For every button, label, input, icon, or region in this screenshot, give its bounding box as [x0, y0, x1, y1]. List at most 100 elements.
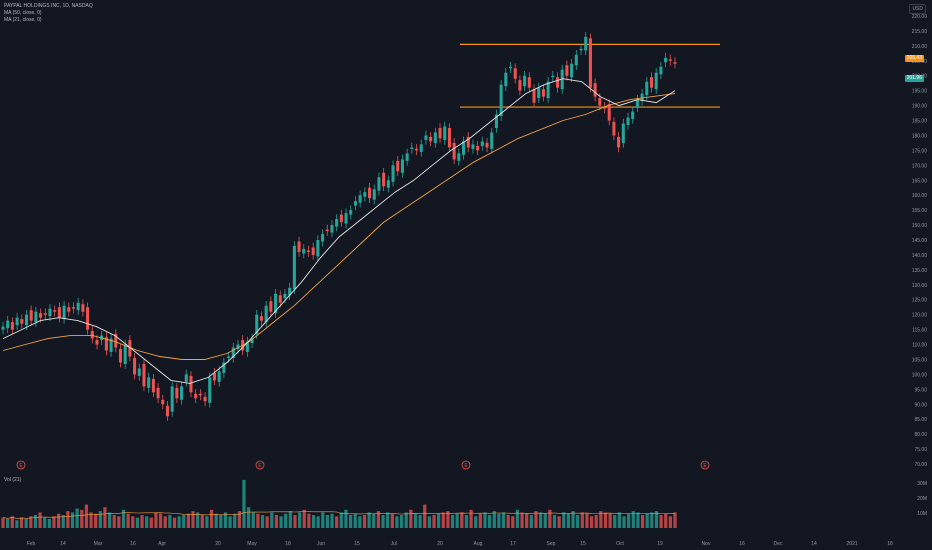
volume-bar: [52, 516, 56, 528]
earnings-label: E: [464, 463, 468, 469]
volume-bar: [469, 509, 473, 528]
ma21-label[interactable]: MA (21, close, 0): [4, 17, 42, 23]
volume-bar: [571, 511, 575, 528]
price-tick-label: 120.00: [912, 313, 928, 319]
time-tick-label: 16: [130, 541, 136, 547]
time-tick-label: 17: [510, 541, 516, 547]
time-tick-label: Sep: [547, 541, 556, 547]
candle-body: [142, 363, 146, 387]
volume-bar: [33, 515, 38, 528]
volume-bar: [599, 511, 603, 528]
volume-bar: [362, 515, 367, 528]
volume-bar: [247, 507, 251, 528]
candle-body: [602, 107, 607, 109]
candle-body: [297, 241, 301, 252]
volume-bar: [214, 513, 218, 528]
volume-bar: [460, 512, 464, 528]
price-tick-label: 80.00: [914, 432, 927, 438]
volume-bar: [427, 516, 431, 528]
volume-bar: [594, 515, 598, 528]
candle-body: [584, 36, 588, 51]
volume-bar: [145, 516, 149, 528]
price-tick-label: 210.00: [912, 44, 928, 50]
volume-bar: [640, 515, 645, 528]
volume-label[interactable]: Vol (21): [4, 477, 22, 483]
volume-bar: [506, 515, 510, 528]
candle-body: [156, 387, 160, 399]
volume-bar: [163, 516, 167, 528]
candle-body: [53, 310, 57, 312]
volume-bar: [297, 512, 302, 528]
volume-bar: [121, 509, 126, 528]
candle-body: [664, 57, 668, 63]
time-tick-label: 16: [739, 541, 745, 547]
volume-bar: [103, 507, 107, 528]
candle-body: [415, 148, 419, 151]
candle-body: [405, 153, 409, 161]
price-tick-label: 110.00: [912, 343, 927, 349]
volume-bar: [515, 509, 520, 528]
candle-body: [635, 99, 639, 108]
volume-bar: [478, 513, 482, 528]
volume-bar: [330, 513, 334, 528]
candle-body: [419, 144, 423, 152]
candle-body: [429, 136, 433, 142]
volume-bar: [395, 516, 399, 528]
volume-bar: [270, 512, 274, 528]
volume-bar: [520, 512, 524, 528]
volume-bar: [335, 516, 339, 528]
volume-bar: [233, 513, 237, 528]
candle-body: [382, 172, 386, 187]
candle-body: [76, 302, 80, 311]
price-tick-label: 100.00: [912, 372, 928, 378]
volume-bar: [158, 513, 163, 528]
volume-bar: [399, 515, 404, 528]
candle-body: [222, 362, 226, 373]
candle-body: [10, 322, 14, 330]
candle-body: [137, 368, 141, 376]
candle-body: [593, 83, 597, 97]
candle-body: [161, 399, 165, 405]
volume-bar: [497, 513, 501, 528]
candle-body: [400, 159, 404, 173]
volume-bar: [446, 511, 450, 528]
candle-body: [513, 68, 517, 79]
currency-badge[interactable]: USD: [909, 4, 926, 14]
candle-body: [325, 229, 329, 232]
price-tick-label: 180.00: [912, 133, 928, 139]
candle-body: [612, 122, 616, 136]
price-tick-label: 220.00: [912, 14, 928, 20]
ma50-label[interactable]: MA (50, close, 0): [4, 10, 42, 16]
candle-body: [499, 84, 503, 117]
volume-bar: [154, 512, 158, 528]
volume-bar: [659, 515, 663, 528]
volume-bar: [483, 512, 487, 528]
volume-ma-line: [2, 511, 676, 519]
candle-body: [645, 81, 649, 96]
volume-bar: [251, 512, 255, 528]
volume-bar: [84, 504, 89, 528]
candle-body: [118, 349, 123, 363]
volume-bar: [511, 516, 515, 528]
price-tick-label: 125.00: [912, 298, 928, 304]
candle-body: [90, 331, 94, 339]
volume-bar: [372, 513, 376, 528]
candle-body: [523, 75, 527, 87]
volume-bars: [1, 479, 677, 528]
candle-body: [659, 66, 663, 75]
volume-bar: [242, 479, 246, 528]
symbol-title[interactable]: PAYPAL HOLDINGS INC, 1D, NASDAQ: [4, 3, 93, 9]
time-tick-label: Mar: [94, 541, 103, 547]
candle-body: [476, 145, 480, 151]
volume-bar: [228, 516, 232, 528]
volume-bar: [94, 513, 98, 528]
volume-bar: [353, 513, 357, 528]
time-tick-label: May: [247, 541, 257, 547]
candle-body: [292, 245, 296, 290]
volume-bar: [534, 511, 538, 528]
volume-bar: [386, 512, 390, 528]
volume-bar: [19, 517, 24, 528]
candle-body: [198, 393, 202, 396]
volume-bar: [265, 516, 269, 528]
